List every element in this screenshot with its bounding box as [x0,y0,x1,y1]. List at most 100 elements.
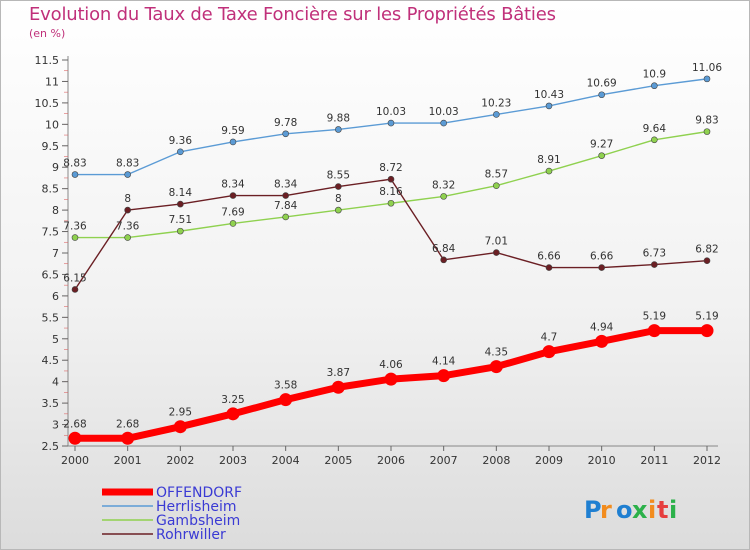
data-point-gambsheim [545,167,553,175]
x-tick-label: 2008 [482,454,510,467]
data-label-herrlisheim: 9.78 [274,117,297,129]
data-label-rohrwiller: 7.01 [485,236,508,248]
data-point-rohrwiller [598,264,605,271]
data-label-rohrwiller: 8.72 [379,162,402,174]
data-label-gambsheim: 9.27 [590,139,613,151]
y-tick-label: 4 [52,376,59,389]
legend-label-gambsheim: Gambsheim [156,513,240,529]
logo-letter: o [616,496,633,524]
data-label-gambsheim: 8 [335,193,342,205]
data-point-rohrwiller [440,256,447,264]
data-point-herrlisheim [71,171,79,178]
data-point-rohrwiller [335,183,342,190]
y-tick-label: 11 [45,75,59,88]
data-point-rohrwiller [545,264,553,271]
logo-letter: x [632,496,648,524]
data-point-gambsheim [177,227,184,235]
y-tick-label: 6 [52,290,59,303]
data-point-rohrwiller [124,206,131,214]
x-tick-label: 2000 [61,454,89,467]
legend-label-herrlisheim: Herrlisheim [156,499,237,515]
data-point-gambsheim [387,199,395,207]
data-point-rohrwiller [651,261,658,268]
data-point-herrlisheim [651,82,658,90]
data-point-offendorf [437,369,451,383]
logo-letter: i [648,496,656,524]
y-tick-label: 3.5 [42,397,60,410]
data-point-offendorf [489,360,503,374]
data-point-herrlisheim [177,148,184,156]
y-tick-label: 10.5 [35,97,60,110]
data-label-herrlisheim: 11.06 [692,62,722,74]
data-label-herrlisheim: 10.03 [376,106,406,118]
data-point-offendorf [542,345,556,359]
data-point-herrlisheim [335,126,342,133]
data-point-gambsheim [440,193,447,200]
data-point-rohrwiller [493,249,500,256]
data-point-gambsheim [493,182,500,189]
data-point-offendorf [68,431,82,445]
data-point-offendorf [121,431,135,445]
series-line-herrlisheim [74,78,708,176]
data-label-offendorf: 4.7 [541,332,558,344]
x-tick-label: 2012 [693,454,721,467]
data-label-gambsheim: 8.91 [537,154,560,166]
data-point-gambsheim [282,213,289,221]
data-point-herrlisheim [124,171,131,178]
legend-label-offendorf: OFFENDORF [156,485,242,501]
chart-title: Evolution du Taux de Taxe Foncière sur l… [29,4,556,25]
data-label-gambsheim: 7.84 [274,200,298,212]
data-point-gambsheim [598,152,605,159]
data-label-offendorf: 2.68 [116,418,139,430]
y-tick-label: 7 [52,247,59,260]
data-label-rohrwiller: 6.73 [643,248,666,260]
data-point-offendorf [647,324,661,338]
data-label-offendorf: 4.35 [485,347,508,359]
data-label-herrlisheim: 10.43 [534,89,564,101]
x-tick-label: 2009 [535,454,563,467]
y-tick-label: 11.5 [35,54,60,67]
data-point-gambsheim [651,136,658,144]
data-labels: 8.83 8.83 9.36 9.59 9.78 9.88 10.03 10.03 10.23 1… [63,62,722,430]
data-label-rohrwiller: 8 [124,193,131,205]
data-label-offendorf: 3.87 [327,367,350,379]
data-label-herrlisheim: 10.03 [429,106,459,118]
data-label-rohrwiller: 6.66 [537,251,561,263]
data-label-herrlisheim: 8.83 [116,158,139,170]
y-tick-label: 2.5 [42,440,60,453]
data-label-rohrwiller: 8.14 [169,187,193,199]
y-tick-label: 3 [52,419,59,432]
y-tick-label: 10 [45,118,59,131]
data-label-offendorf: 3.58 [274,380,297,392]
logo-letter: r [600,496,612,524]
data-point-rohrwiller [71,286,79,293]
x-tick-label: 2003 [219,454,247,467]
data-point-gambsheim [703,128,711,135]
data-point-herrlisheim [229,138,237,146]
logo-letter: t [657,496,668,524]
x-tick-label: 2007 [430,454,458,467]
data-point-rohrwiller [387,175,395,183]
data-point-herrlisheim [598,91,605,99]
data-point-gambsheim [71,234,79,241]
legend-label-rohrwiller: Rohrwiller [156,527,226,543]
y-tick-label: 4.5 [42,354,60,367]
data-label-offendorf: 4.94 [590,321,614,333]
data-label-gambsheim: 9.83 [695,115,718,127]
data-point-offendorf [331,380,345,394]
data-point-rohrwiller [177,200,184,208]
data-point-herrlisheim [703,75,711,83]
data-point-gambsheim [124,234,131,241]
data-label-offendorf: 2.68 [63,418,86,430]
series-lines [68,75,714,445]
data-label-gambsheim: 8.32 [432,179,455,191]
data-point-offendorf [700,324,714,338]
x-tick-label: 2005 [324,454,352,467]
data-point-offendorf [279,393,293,407]
data-point-herrlisheim [387,119,395,127]
logo-letter: P [584,496,602,524]
data-label-herrlisheim: 10.9 [643,69,666,81]
data-label-herrlisheim: 9.88 [327,112,350,124]
data-point-rohrwiller [229,192,237,199]
